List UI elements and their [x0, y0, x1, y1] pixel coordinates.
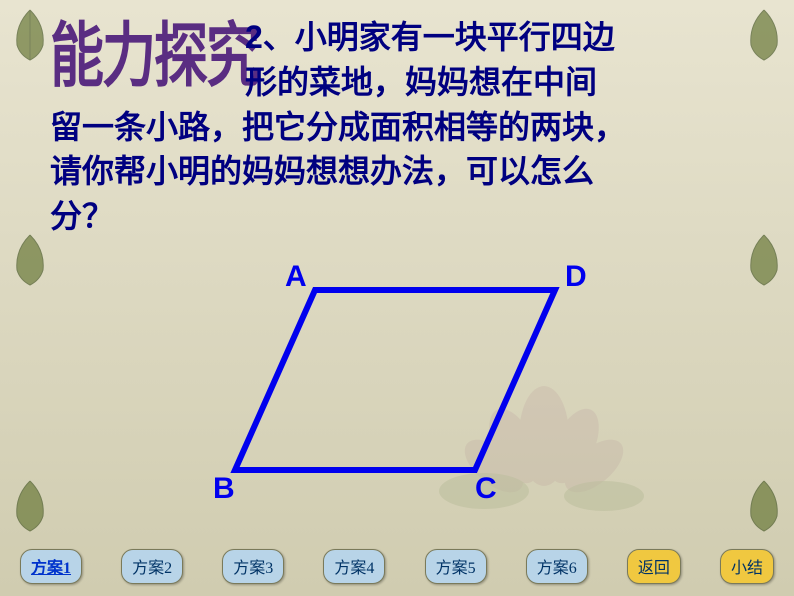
problem-line: 分？ [50, 194, 744, 239]
plan1-button[interactable]: 方案1 [20, 549, 82, 584]
border-leaf [739, 230, 789, 290]
parallelogram-diagram: A D B C [215, 260, 575, 500]
problem-line: 形的菜地，妈妈想在中间 [245, 60, 744, 105]
button-row: 方案1 方案2 方案3 方案4 方案5 方案6 返回 小结 [20, 549, 774, 584]
plan5-button[interactable]: 方案5 [425, 549, 487, 584]
border-leaf [5, 5, 55, 65]
plan6-button[interactable]: 方案6 [526, 549, 588, 584]
summary-button[interactable]: 小结 [720, 549, 774, 584]
vertex-d: D [565, 260, 587, 294]
border-leaf [739, 5, 789, 65]
vertex-c: C [475, 472, 497, 506]
parallelogram-svg [215, 260, 575, 500]
plan3-button[interactable]: 方案3 [222, 549, 284, 584]
problem-line: 请你帮小明的妈妈想想办法，可以怎么 [50, 149, 744, 194]
problem-line: 留一条小路，把它分成面积相等的两块， [50, 105, 744, 150]
problem-text: 2、小明家有一块平行四边 形的菜地，妈妈想在中间 留一条小路，把它分成面积相等的… [50, 15, 744, 239]
problem-line: 2、小明家有一块平行四边 [245, 15, 744, 60]
border-leaf [739, 476, 789, 536]
plan4-button[interactable]: 方案4 [323, 549, 385, 584]
plan2-button[interactable]: 方案2 [121, 549, 183, 584]
back-button[interactable]: 返回 [627, 549, 681, 584]
border-leaf [5, 476, 55, 536]
vertex-a: A [285, 260, 307, 294]
border-leaf [5, 230, 55, 290]
vertex-b: B [213, 472, 235, 506]
